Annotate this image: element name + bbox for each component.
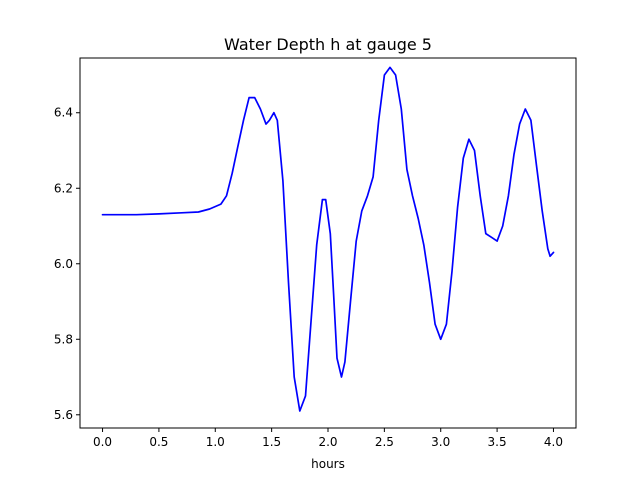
y-tick-label: 6.0	[54, 257, 73, 271]
series-line-water-depth	[101, 66, 555, 412]
y-tick-label: 6.2	[54, 181, 73, 195]
x-tick-label: 2.0	[318, 435, 337, 449]
x-tick-label: 4.0	[544, 435, 563, 449]
y-axis: 5.6 5.8 6.0 6.2 6.4	[54, 106, 80, 422]
x-tick-label: 2.5	[375, 435, 394, 449]
y-tick-label: 5.6	[54, 408, 73, 422]
chart-title: Water Depth h at gauge 5	[224, 35, 432, 54]
y-tick-label: 5.8	[54, 332, 73, 346]
x-tick-label: 1.5	[262, 435, 281, 449]
x-tick-label: 3.5	[488, 435, 507, 449]
x-axis-label: hours	[311, 457, 345, 471]
x-tick-label: 3.0	[431, 435, 450, 449]
y-tick-label: 6.4	[54, 106, 73, 120]
plot-frame	[79, 57, 577, 429]
x-tick-label: 0.0	[93, 435, 112, 449]
plot-area	[101, 66, 555, 412]
x-tick-label: 0.5	[149, 435, 168, 449]
x-axis: 0.0 0.5 1.0 1.5 2.0 2.5 3.0 3.5 4.0	[93, 428, 563, 449]
x-tick-label: 1.0	[206, 435, 225, 449]
